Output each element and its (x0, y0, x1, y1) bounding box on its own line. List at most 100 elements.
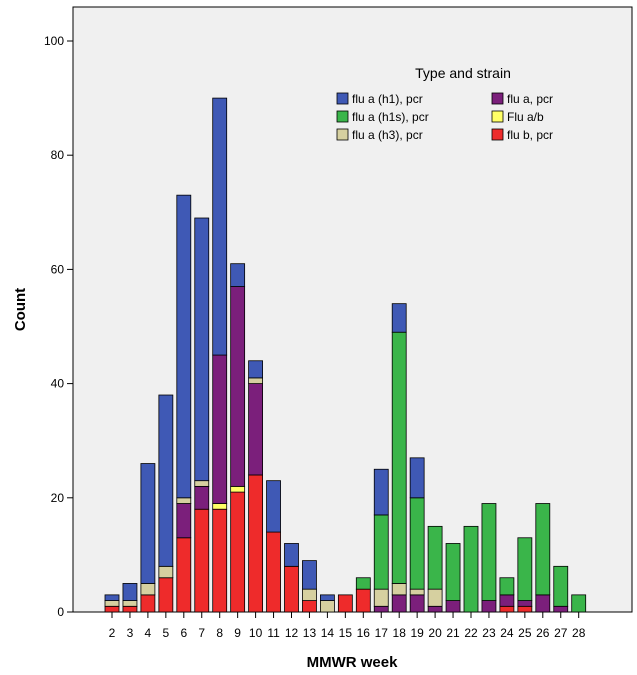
legend-swatch (336, 110, 349, 123)
legend-swatch (491, 128, 504, 141)
legend-entry: flu a (h1), pcr (352, 92, 423, 106)
bar-segment (194, 485, 210, 510)
x-tick-label: 18 (393, 626, 407, 640)
x-tick-label: 17 (375, 626, 389, 640)
bar-segment (499, 605, 515, 613)
x-tick-label: 19 (410, 626, 424, 640)
y-tick-label: 100 (44, 34, 64, 48)
x-tick-label: 20 (428, 626, 442, 640)
bar-segment (391, 594, 407, 613)
bar-segment (481, 503, 497, 601)
bar-segment (409, 497, 425, 590)
x-tick-label: 4 (145, 626, 152, 640)
bar-segment (284, 565, 299, 613)
bar-segment (212, 354, 228, 504)
bar-segment (194, 508, 210, 613)
bar-segment (176, 497, 192, 504)
legend-entry: flu a, pcr (507, 92, 553, 106)
bar-segment (158, 577, 174, 613)
bar-segment (355, 588, 371, 613)
bar-segment (230, 263, 246, 287)
x-tick-label: 23 (482, 626, 496, 640)
x-tick-label: 27 (554, 626, 568, 640)
x-tick-label: 21 (446, 626, 460, 640)
bar-segment (140, 463, 156, 584)
x-tick-label: 7 (198, 626, 205, 640)
bar-segment (517, 600, 533, 607)
bar-segment (373, 605, 389, 613)
legend-swatch (336, 92, 349, 105)
bar-segment (266, 480, 281, 533)
bar-segment (463, 525, 479, 613)
bar-segment (248, 474, 264, 613)
x-tick-label: 26 (536, 626, 550, 640)
bar-segment (302, 600, 317, 613)
bar-segment (571, 594, 587, 613)
bar-segment (212, 508, 228, 613)
legend-swatch (491, 92, 504, 105)
x-tick-label: 22 (464, 626, 478, 640)
bar-segment (212, 97, 228, 356)
x-tick-label: 16 (357, 626, 371, 640)
legend-swatch (336, 128, 349, 141)
x-tick-label: 11 (267, 626, 280, 640)
bar-segment (176, 503, 192, 539)
bar-segment (122, 600, 138, 607)
legend-title: Type and strain (415, 65, 511, 81)
bar-segment (302, 588, 317, 601)
bar-segment (409, 588, 425, 596)
bar-segment (158, 394, 174, 567)
y-tick-label: 80 (51, 148, 65, 162)
legend-entry: Flu a/b (507, 110, 544, 124)
bar-segment (427, 605, 443, 613)
bar-segment (553, 605, 569, 613)
bar-segment (427, 525, 443, 590)
bar-segment (499, 594, 515, 607)
bar-segment (194, 217, 210, 482)
bar-segment (391, 583, 407, 596)
bar-segment (248, 360, 264, 379)
bar-segment (122, 605, 138, 613)
x-tick-label: 2 (109, 626, 116, 640)
x-tick-label: 14 (321, 626, 335, 640)
bar-segment (230, 485, 246, 493)
bar-segment (517, 537, 533, 601)
bar-segment (355, 577, 371, 590)
bar-segment (553, 565, 569, 607)
x-tick-label: 9 (234, 626, 241, 640)
bar-segment (445, 600, 461, 613)
y-tick-label: 0 (57, 605, 64, 619)
x-tick-label: 3 (127, 626, 134, 640)
x-tick-label: 28 (572, 626, 586, 640)
bar-segment (284, 543, 299, 567)
bar-segment (409, 594, 425, 613)
bar-segment (337, 594, 353, 613)
bar-segment (104, 605, 120, 613)
y-axis-title: Count (12, 288, 29, 331)
bar-segment (230, 491, 246, 613)
legend-entry: flu b, pcr (507, 128, 553, 142)
x-tick-label: 15 (339, 626, 353, 640)
bar-segment (427, 588, 443, 607)
x-tick-label: 12 (285, 626, 299, 640)
bar-segment (535, 503, 551, 596)
legend-entry: flu a (h3), pcr (352, 128, 423, 142)
x-tick-label: 10 (249, 626, 263, 640)
bar-segment (517, 605, 533, 613)
bar-segment (158, 565, 174, 579)
x-tick-label: 6 (180, 626, 187, 640)
bar-segment (373, 468, 389, 516)
bar-segment (409, 457, 425, 499)
bar-segment (391, 303, 407, 333)
bar-segment (391, 331, 407, 584)
bar-segment (230, 286, 246, 487)
bar-segment (535, 594, 551, 613)
x-axis-title: MMWR week (307, 654, 399, 671)
bar-segment (248, 377, 264, 385)
bar-segment (140, 583, 156, 596)
bar-segment (302, 560, 317, 590)
bar-segment (212, 503, 228, 510)
x-tick-label: 25 (518, 626, 532, 640)
x-tick-label: 24 (500, 626, 514, 640)
